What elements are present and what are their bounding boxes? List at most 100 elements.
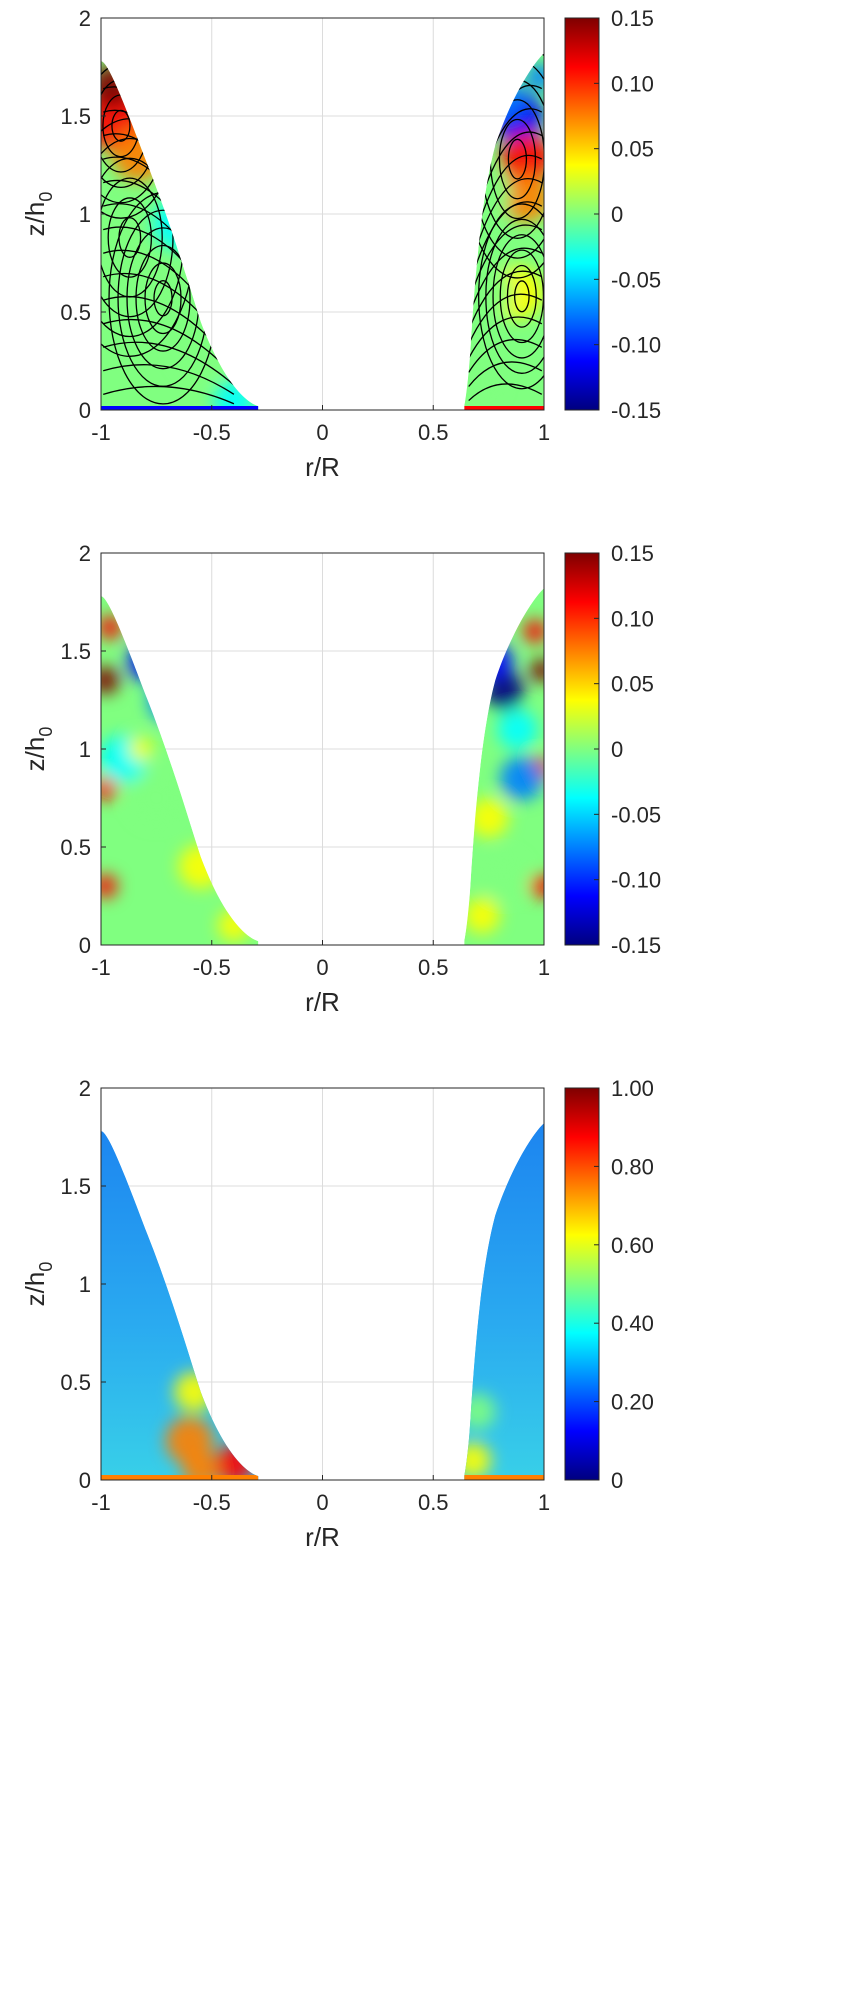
chart-panel-top: -1 -0.5 0 0.5 100.511.52r/Rz/h0-0.15-0.10-0.…: [20, 6, 661, 482]
colorbar-tick-label: 0.80: [611, 1154, 654, 1179]
x-tick-label: 1: [538, 1490, 550, 1515]
streamline: [492, 234, 544, 359]
colorbar-tick-label: 0.20: [611, 1390, 654, 1415]
streamline: [468, 224, 543, 303]
y-tick-label: 0: [79, 398, 91, 423]
y-tick-label: 2: [79, 1076, 91, 1101]
colorbar-tick-label: -0.10: [611, 333, 661, 358]
streamline: [103, 341, 235, 386]
field-blob: [486, 78, 523, 115]
x-tick-label: 0: [316, 1490, 328, 1515]
streamline: [498, 118, 537, 200]
colorbar-tick-label: 0.05: [611, 672, 654, 697]
y-tick-label: 1: [79, 737, 91, 762]
colorbar-tick-label: 0.15: [611, 541, 654, 566]
streamline: [135, 244, 191, 352]
field-blob: [525, 62, 544, 91]
field-blob: [529, 658, 544, 683]
streamline: [468, 383, 543, 402]
streamline: [468, 270, 543, 331]
colorbar-tick-label: 0.10: [611, 71, 654, 96]
field-blob: [468, 797, 509, 838]
field-blob: [529, 874, 544, 899]
x-tick-label: 0.5: [418, 955, 449, 980]
streamline: [101, 157, 174, 318]
colorbar: -0.15 -0.10 -0.05 0 0.05 0.10 0.15: [564, 541, 661, 958]
streamline: [468, 361, 543, 387]
colorbar-tick-label: -0.15: [611, 933, 661, 958]
y-tick-label: 1.5: [60, 104, 91, 129]
field-blob: [497, 709, 538, 750]
x-tick-label: 0.5: [418, 1490, 449, 1515]
colorbar: -0.15 -0.10 -0.05 0 0.05 0.10 0.15: [564, 6, 661, 423]
field-blob: [453, 356, 502, 405]
field-blob: [459, 1393, 496, 1430]
y-tick-label: 0.5: [60, 300, 91, 325]
y-tick-label: 2: [79, 6, 91, 31]
colorbar-tick-label: 0.10: [611, 606, 654, 631]
field-blob: [217, 909, 250, 942]
x-tick-label: -1: [91, 1490, 111, 1515]
x-axis-label: r/R: [305, 1522, 340, 1552]
boundary-strip-right: [464, 406, 544, 410]
x-tick-label: -1: [91, 420, 111, 445]
y-tick-label: 2: [79, 541, 91, 566]
field-blob: [178, 844, 223, 889]
colorbar-gradient: [564, 17, 600, 411]
field-blob: [101, 213, 126, 254]
y-axis-label-subscript: 0: [36, 192, 56, 202]
field: [101, 53, 544, 411]
field-blob: [477, 642, 514, 679]
colorbar-tick-label: 0.60: [611, 1233, 654, 1258]
streamline: [153, 280, 173, 317]
x-tick-label: -0.5: [193, 955, 231, 980]
y-axis-label-subscript: 0: [36, 727, 56, 737]
streamline: [468, 316, 543, 359]
field-blob: [182, 1452, 219, 1480]
field-blob: [128, 737, 153, 761]
boundary-strip-left: [101, 406, 259, 410]
x-tick-label: 1: [538, 955, 550, 980]
colorbar-tick-label: 1.00: [611, 1076, 654, 1101]
field-blob: [455, 1442, 492, 1479]
colorbar: 0 0.20 0.40 0.60 0.80 1.00: [564, 1076, 654, 1493]
y-axis-label-main: z/h: [20, 1272, 50, 1307]
boundary-strip-left: [101, 1475, 259, 1480]
x-axis-label: r/R: [305, 987, 340, 1017]
field-blob: [463, 897, 500, 934]
field-blob: [112, 129, 165, 182]
field-blob: [174, 1371, 215, 1412]
boundary-strip-right: [464, 1475, 544, 1480]
x-tick-label: 0: [316, 420, 328, 445]
y-axis-label: z/h0: [20, 192, 56, 237]
x-tick-label: 1: [538, 420, 550, 445]
streamline: [499, 249, 544, 344]
y-axis-label: z/h0: [20, 1262, 56, 1307]
field-blob: [130, 772, 183, 824]
colorbar-tick-label: -0.05: [611, 267, 661, 292]
field-blob: [147, 676, 196, 724]
region-left: [101, 596, 259, 945]
x-axis-label: r/R: [305, 452, 340, 482]
y-tick-label: 0: [79, 933, 91, 958]
field-blob: [523, 619, 544, 644]
y-tick-label: 1: [79, 1272, 91, 1297]
streamline: [107, 197, 153, 278]
x-tick-label: -1: [91, 955, 111, 980]
colorbar-tick-label: 0: [611, 737, 623, 762]
colorbar-tick-label: 0.40: [611, 1311, 654, 1336]
colorbar-tick-label: -0.15: [611, 398, 661, 423]
x-tick-label: -0.5: [193, 1490, 231, 1515]
y-tick-label: 1.5: [60, 1174, 91, 1199]
streamline: [103, 364, 235, 395]
field-blob: [499, 756, 544, 801]
chart-panel-middle: -1 -0.5 0 0.5 100.511.52r/Rz/h0-0.15-0.10-0.…: [20, 541, 661, 1017]
colorbar-tick-label: 0: [611, 1468, 623, 1493]
field-blob: [101, 874, 118, 899]
field-blob: [127, 638, 172, 683]
y-tick-label: 0: [79, 1468, 91, 1493]
colorbar-tick-label: 0.05: [611, 137, 654, 162]
field-blob: [101, 615, 122, 640]
field-blob: [152, 197, 205, 250]
